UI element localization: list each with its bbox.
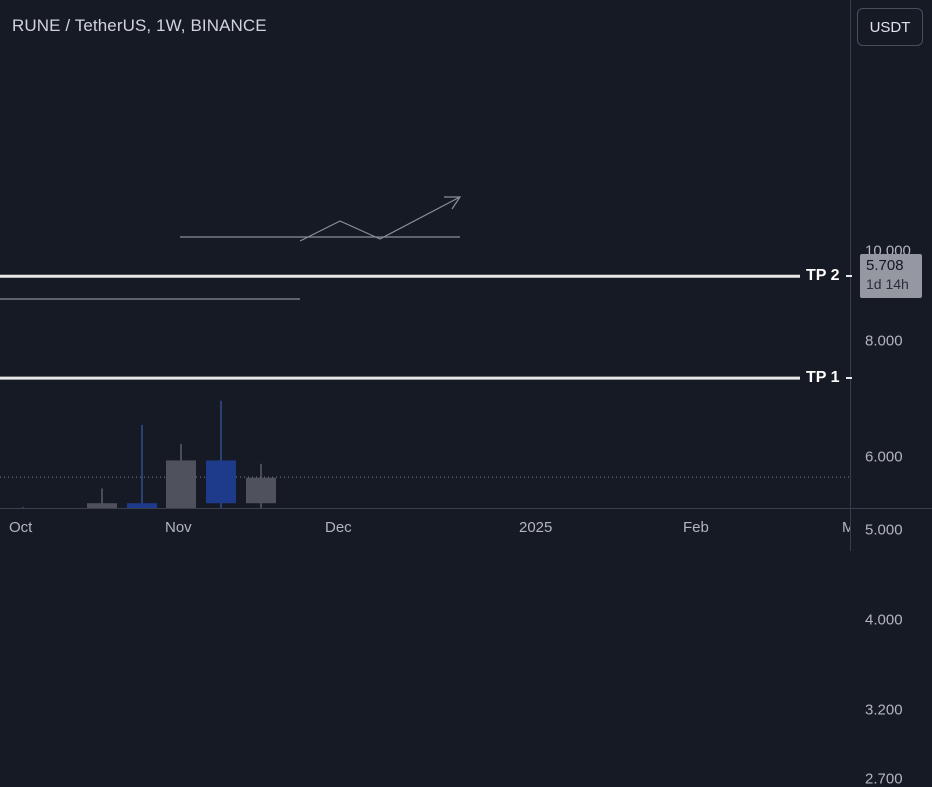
price-tick-label: 3.200 [865,701,903,719]
time-tick-label: 2025 [519,519,553,536]
candle-body [87,503,117,508]
candle-body [127,503,157,508]
candlestick-chart[interactable] [0,0,850,508]
bar-countdown: 1d 14h [866,276,909,292]
tp-line-label: TP 1 [806,369,840,387]
price-tick-label: 8.000 [865,332,903,350]
candle-body [246,477,276,504]
time-tick-label: Dec [325,519,352,536]
time-tick-label: Feb [683,519,709,536]
price-tick-label: 6.000 [865,448,903,466]
currency-button[interactable]: USDT [857,8,923,46]
candle-body [166,460,196,508]
time-tick-label: M [842,519,850,536]
candle-body [206,460,236,504]
axis-corner [850,508,932,551]
symbol-title[interactable]: RUNE / TetherUS, 1W, BINANCE [12,16,267,35]
time-tick-label: Oct [9,519,33,536]
time-axis[interactable]: Oct Nov Dec 2025 Feb M [0,508,850,551]
chart-pane[interactable]: RUNE / TetherUS, 1W, BINANCE [0,0,850,508]
tp-line-tick [846,275,852,278]
tp-line-tick [846,377,852,380]
price-tick-label: 4.000 [865,611,903,629]
time-tick-label: Nov [165,519,192,536]
price-tick-label: 2.700 [865,770,903,787]
last-price-badge: 5.708 1d 14h [860,254,922,298]
tp-line-label: TP 2 [806,267,840,285]
projection-arrowhead [444,196,462,210]
price-tick-label: 5.000 [865,521,903,539]
projection-path [299,196,461,242]
last-price-value: 5.708 [866,257,904,274]
